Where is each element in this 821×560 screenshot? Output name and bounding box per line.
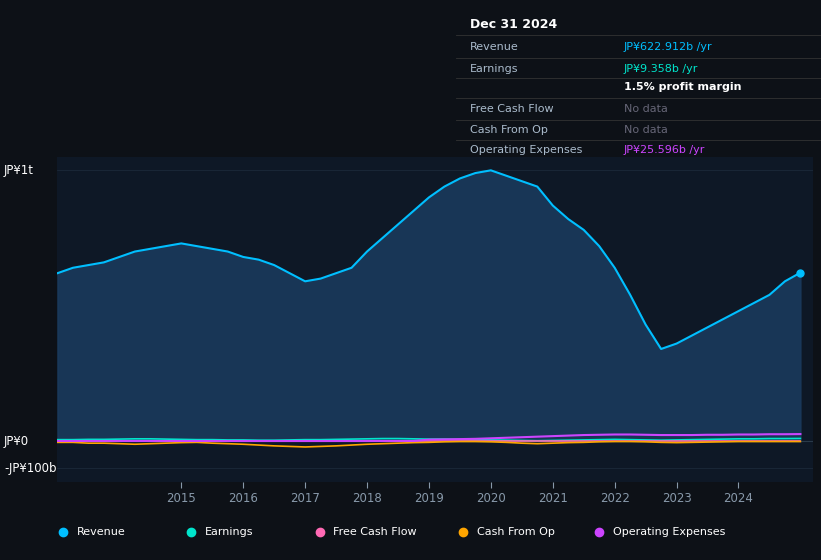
Text: Dec 31 2024: Dec 31 2024 bbox=[470, 17, 557, 31]
Text: Revenue: Revenue bbox=[470, 42, 519, 52]
Text: Operating Expenses: Operating Expenses bbox=[613, 527, 725, 537]
Text: JP¥622.912b /yr: JP¥622.912b /yr bbox=[624, 42, 713, 52]
Text: Free Cash Flow: Free Cash Flow bbox=[333, 527, 417, 537]
Text: -JP¥100b: -JP¥100b bbox=[4, 461, 57, 474]
Text: Earnings: Earnings bbox=[205, 527, 254, 537]
Text: 1.5% profit margin: 1.5% profit margin bbox=[624, 82, 741, 92]
Text: JP¥0: JP¥0 bbox=[4, 435, 30, 447]
Text: Cash From Op: Cash From Op bbox=[470, 125, 548, 136]
Text: No data: No data bbox=[624, 104, 667, 114]
Text: JP¥9.358b /yr: JP¥9.358b /yr bbox=[624, 64, 698, 74]
Text: JP¥25.596b /yr: JP¥25.596b /yr bbox=[624, 146, 705, 155]
Text: Earnings: Earnings bbox=[470, 64, 519, 74]
Text: Revenue: Revenue bbox=[76, 527, 126, 537]
Text: Operating Expenses: Operating Expenses bbox=[470, 146, 583, 155]
Text: Cash From Op: Cash From Op bbox=[477, 527, 555, 537]
Text: No data: No data bbox=[624, 125, 667, 136]
Text: Free Cash Flow: Free Cash Flow bbox=[470, 104, 554, 114]
Text: JP¥1t: JP¥1t bbox=[4, 164, 34, 177]
